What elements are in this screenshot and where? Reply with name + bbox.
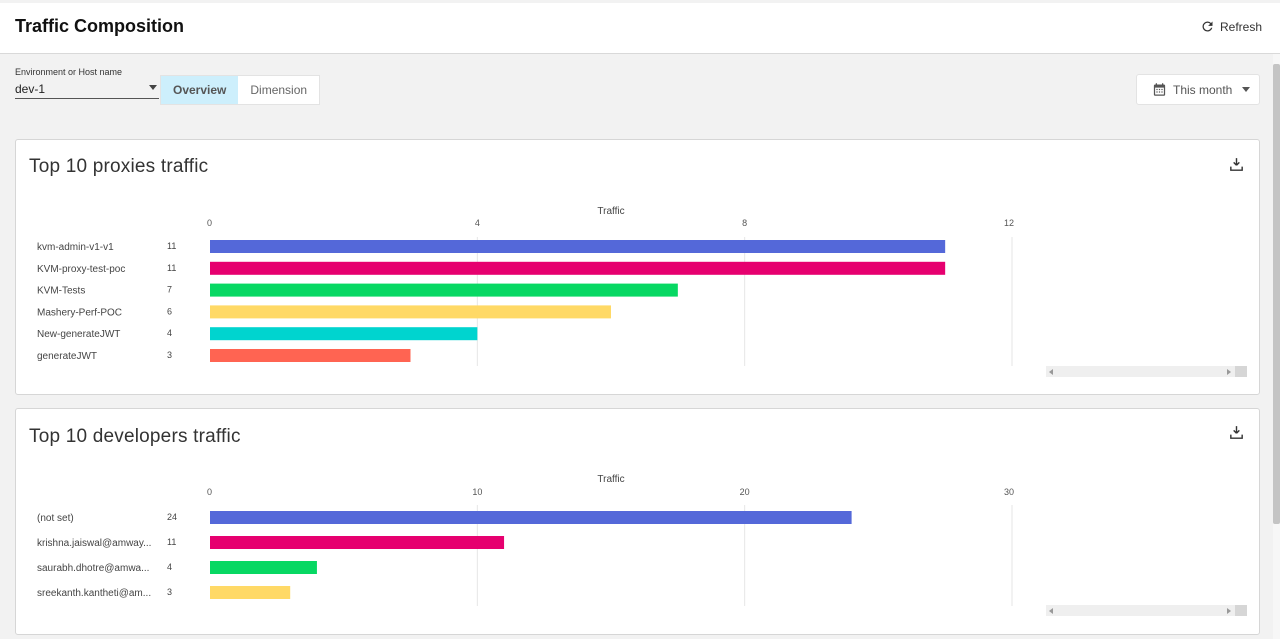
value-label: 6 (167, 306, 172, 316)
value-label: 11 (167, 537, 176, 547)
environment-select[interactable]: dev-1 (15, 80, 159, 99)
value-label: 4 (167, 328, 172, 338)
value-label: 3 (167, 350, 172, 360)
scroll-left-icon[interactable] (1049, 369, 1053, 375)
developers-bar-chart: Traffic 0 10 20 30 (not set) 24 krishna.jaiswal… (37, 474, 1014, 606)
chart-title: Top 10 developers traffic (29, 426, 241, 447)
chevron-down-icon (149, 85, 157, 90)
category-label: generateJWT (37, 351, 97, 362)
calendar-icon (1153, 83, 1166, 96)
x-axis-label: Traffic (597, 474, 624, 485)
value-label: 11 (167, 241, 176, 251)
chart-title: Top 10 proxies traffic (29, 156, 209, 177)
horizontal-scrollbar[interactable] (1046, 605, 1247, 616)
value-label: 7 (167, 285, 172, 295)
tab-dimension[interactable]: Dimension (250, 83, 308, 97)
category-label: KVM-proxy-test-poc (37, 264, 125, 275)
x-tick-label: 12 (1004, 218, 1014, 228)
view-toggle: Overview Dimension (160, 75, 321, 105)
chevron-down-icon (1242, 87, 1251, 92)
horizontal-scrollbar[interactable] (1046, 366, 1247, 377)
x-tick-label: 0 (207, 218, 212, 228)
scrollbar-thumb[interactable] (1273, 64, 1280, 524)
bar (210, 511, 852, 524)
bar (210, 283, 678, 297)
category-label: kvm-admin-v1-v1 (37, 242, 114, 253)
bar (210, 327, 478, 341)
developers-traffic-card: Top 10 developers traffic Traffic 0 10 20 30… (15, 408, 1260, 635)
scroll-right-icon[interactable] (1227, 608, 1231, 614)
bar (210, 261, 946, 275)
date-range-label: This month (1173, 82, 1233, 97)
x-tick-label: 30 (1004, 487, 1014, 497)
scrollbar-thumb[interactable] (1235, 605, 1247, 616)
value-label: 4 (167, 562, 172, 572)
refresh-label: Refresh (1220, 19, 1263, 34)
category-label: sreekanth.kantheti@am... (37, 588, 151, 599)
bar (210, 586, 291, 599)
x-tick-label: 10 (472, 487, 482, 497)
bar (210, 561, 317, 574)
download-icon[interactable] (1228, 156, 1245, 173)
proxies-bar-chart: Traffic 0 4 8 12 kvm-admin-v1-v1 11 KVM-proxy-t… (37, 206, 1014, 366)
x-tick-label: 0 (207, 487, 212, 497)
environment-value: dev-1 (15, 82, 46, 96)
x-tick-label: 20 (740, 487, 750, 497)
value-label: 11 (167, 263, 176, 273)
category-label: (not set) (37, 513, 74, 524)
date-range-picker[interactable]: This month (1136, 74, 1260, 105)
value-label: 3 (167, 587, 172, 597)
x-tick-label: 8 (742, 218, 747, 228)
page-title: Traffic Composition (15, 16, 185, 36)
bar (210, 349, 411, 362)
scroll-right-icon[interactable] (1227, 369, 1231, 375)
category-label: KVM-Tests (37, 286, 85, 297)
vertical-scrollbar[interactable] (1273, 54, 1280, 639)
scrollbar-thumb[interactable] (1235, 366, 1247, 377)
bar (210, 240, 946, 253)
category-label: New-generateJWT (37, 329, 120, 340)
page-header: Traffic Composition Refresh (0, 3, 1280, 54)
refresh-button[interactable]: Refresh (1200, 19, 1262, 34)
category-label: saurabh.dhotre@amwa... (37, 563, 149, 574)
scroll-left-icon[interactable] (1049, 608, 1053, 614)
refresh-icon (1202, 21, 1213, 32)
download-icon[interactable] (1228, 424, 1245, 441)
x-axis-label: Traffic (597, 206, 624, 217)
bar (210, 305, 611, 319)
bar (210, 536, 505, 549)
value-label: 24 (167, 512, 177, 522)
category-label: krishna.jaiswal@amway... (37, 538, 151, 549)
category-label: Mashery-Perf-POC (37, 307, 122, 318)
environment-label: Environment or Host name (15, 67, 123, 77)
tab-overview[interactable]: Overview (161, 76, 239, 104)
x-tick-label: 4 (475, 218, 480, 228)
proxies-traffic-card: Top 10 proxies traffic Traffic 0 4 8 12 kvm-a… (15, 139, 1260, 395)
